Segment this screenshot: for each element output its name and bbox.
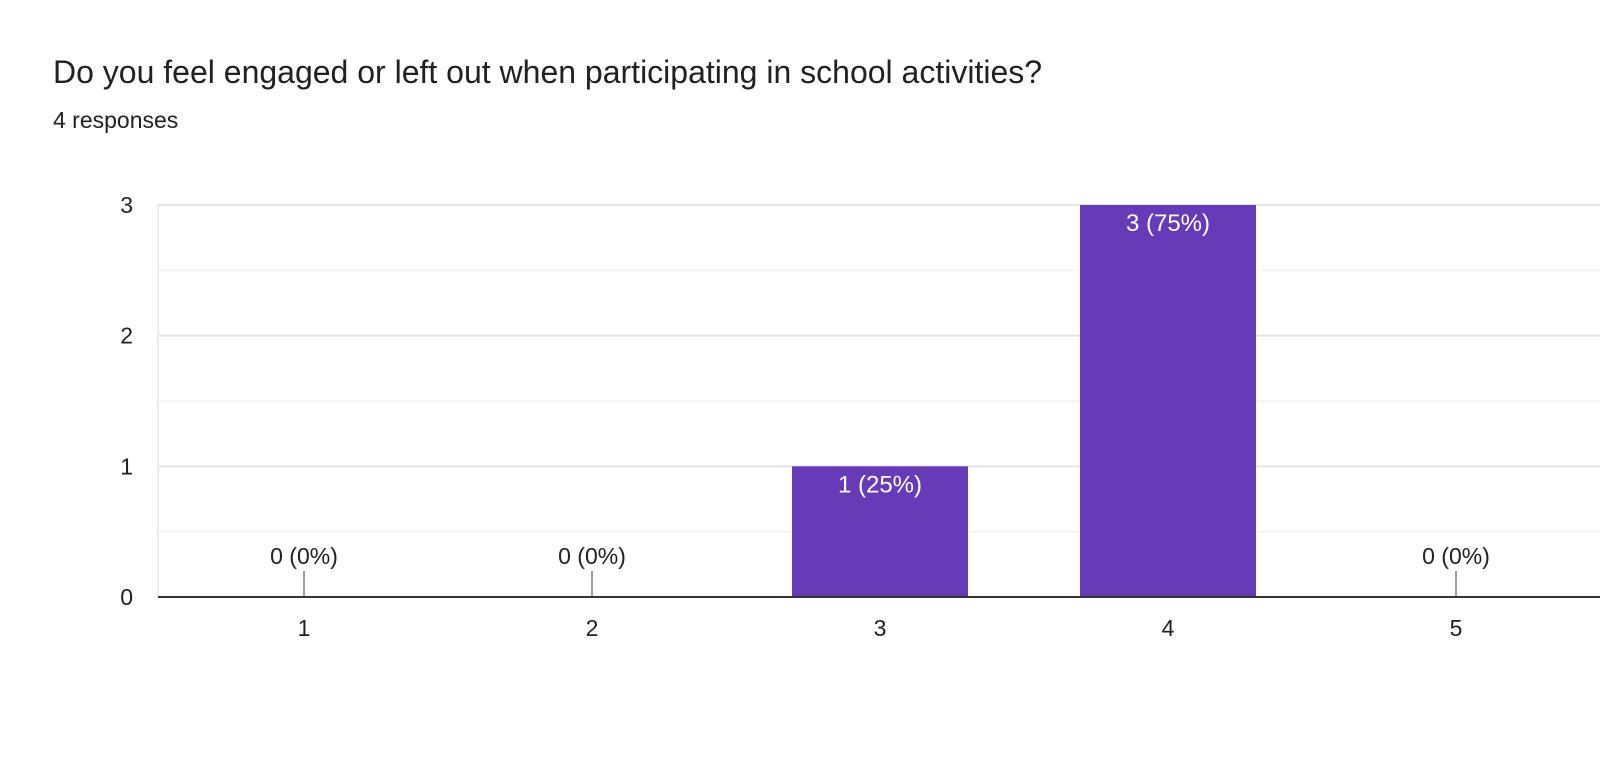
y-tick-label: 1	[120, 453, 133, 479]
value-labels: 0 (0%) 0 (0%) 1 (25%) 3 (75%) 0 (0%)	[270, 210, 1490, 569]
bars	[303, 205, 1457, 597]
x-tick-label: 1	[298, 615, 311, 641]
y-tick-label: 2	[120, 323, 133, 349]
x-axis-tick-labels: 1 2 3 4 5	[298, 615, 1463, 641]
zero-value-label: 0 (0%)	[270, 543, 338, 569]
bar	[1080, 205, 1256, 597]
bar-value-label: 3 (75%)	[1126, 210, 1210, 237]
x-tick-label: 5	[1450, 615, 1463, 641]
x-tick-label: 4	[1162, 615, 1175, 641]
response-count: 4 responses	[53, 107, 179, 133]
y-axis-tick-labels: 0 1 2 3	[120, 192, 133, 610]
zero-value-label: 0 (0%)	[1422, 543, 1490, 569]
x-tick-label: 3	[874, 615, 887, 641]
x-tick-label: 2	[586, 615, 599, 641]
question-title: Do you feel engaged or left out when par…	[53, 54, 1043, 90]
bar-value-label: 1 (25%)	[838, 471, 922, 498]
bar	[792, 466, 968, 597]
y-tick-label: 0	[120, 584, 133, 610]
y-tick-label: 3	[120, 192, 133, 218]
grid-lines	[157, 204, 1600, 597]
zero-value-label: 0 (0%)	[558, 543, 626, 569]
